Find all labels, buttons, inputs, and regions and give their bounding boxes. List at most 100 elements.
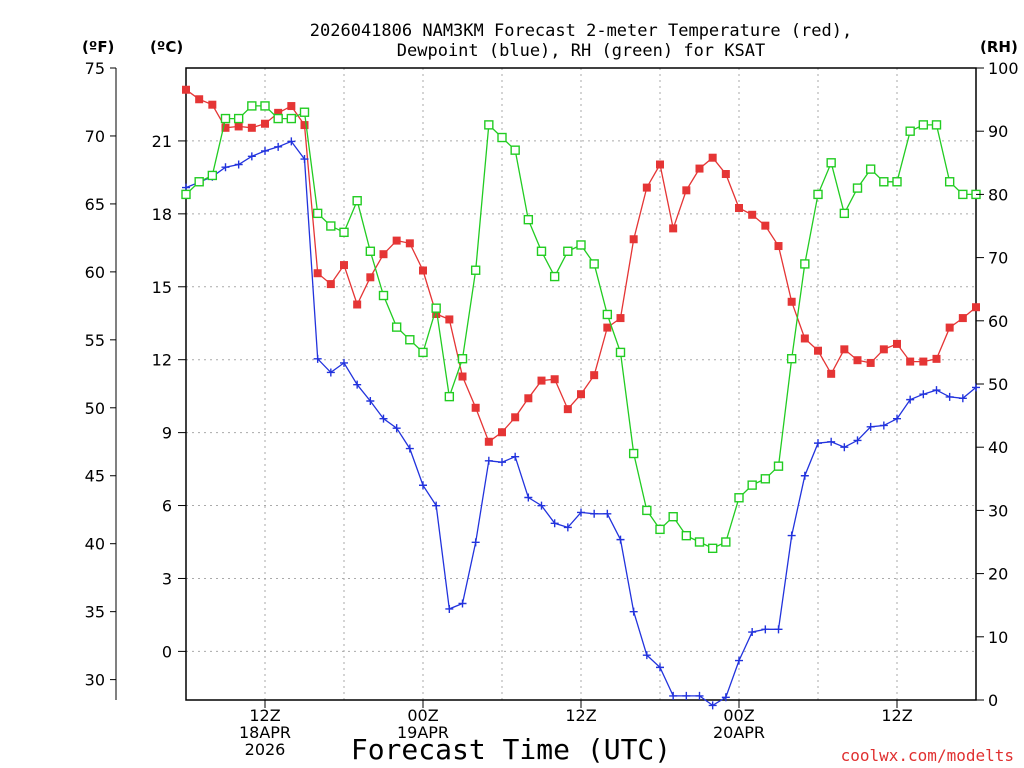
2-meter-temperature-point xyxy=(247,123,256,132)
rh-point xyxy=(431,303,441,313)
fahrenheit-tick-label: 50 xyxy=(85,399,105,418)
2-meter-temperature-point xyxy=(261,119,269,128)
rh-point xyxy=(352,196,362,206)
rh-point xyxy=(181,189,191,200)
fahrenheit-tick-label: 75 xyxy=(85,59,105,78)
dewpoint-point xyxy=(748,628,757,637)
rh-point xyxy=(721,537,731,547)
2-meter-temperature-point xyxy=(484,437,493,446)
2-meter-temperature-point xyxy=(498,428,506,437)
fahrenheit-tick-label: 30 xyxy=(85,671,105,690)
dewpoint-point xyxy=(234,160,243,169)
dewpoint-point xyxy=(945,392,954,401)
rh-tick-label: 90 xyxy=(988,122,1008,141)
rh-tick-label: 70 xyxy=(988,249,1008,268)
rh-point xyxy=(773,461,784,471)
rh-point xyxy=(852,183,863,193)
rh-point xyxy=(378,290,389,301)
rh-point xyxy=(312,208,323,219)
2-meter-temperature-point xyxy=(195,95,204,104)
dewpoint-point xyxy=(853,436,862,445)
rh-point xyxy=(576,240,586,250)
dewpoint-point xyxy=(537,501,546,510)
2-meter-temperature-point xyxy=(287,102,296,111)
rh-point xyxy=(813,189,823,200)
2-meter-temperature-point xyxy=(326,280,335,289)
2-meter-temperature-point xyxy=(550,375,559,384)
2-meter-temperature-point xyxy=(800,334,809,343)
2-meter-temperature-point xyxy=(379,250,388,259)
celsius-unit-label: (ºC) xyxy=(150,38,183,56)
dewpoint-point xyxy=(682,691,691,700)
rh-point xyxy=(273,113,283,124)
dewpoint-point xyxy=(866,422,875,431)
fahrenheit-tick-label: 65 xyxy=(85,195,105,214)
rh-point xyxy=(760,474,771,484)
2-meter-temperature-point xyxy=(445,315,454,324)
dewpoint-point xyxy=(484,456,493,465)
dewpoint-point xyxy=(932,386,941,395)
rh-point xyxy=(536,246,547,256)
x-tick-label: 12Z xyxy=(249,706,280,725)
2-meter-temperature-point xyxy=(748,210,757,219)
fahrenheit-unit-label: (ºF) xyxy=(82,38,114,56)
2-meter-temperature-line xyxy=(185,89,977,443)
2-meter-temperature-point xyxy=(827,369,836,378)
fahrenheit-tick-label: 60 xyxy=(85,263,105,282)
dewpoint-point xyxy=(274,142,283,151)
dewpoint-point xyxy=(261,146,269,155)
2-meter-temperature-point xyxy=(208,100,217,109)
2-meter-temperature-point xyxy=(366,273,375,282)
fahrenheit-tick-label: 40 xyxy=(85,535,105,554)
rh-point xyxy=(365,246,376,256)
rh-point xyxy=(523,214,534,225)
2-meter-temperature-point xyxy=(840,345,849,354)
rh-point xyxy=(879,177,889,187)
2-meter-temperature-point xyxy=(787,297,796,306)
rh-point xyxy=(194,177,204,187)
2-meter-temperature-point xyxy=(471,403,480,412)
rh-point xyxy=(589,259,599,269)
rh-point xyxy=(563,246,573,256)
2-meter-temperature-point xyxy=(537,376,546,385)
rh-point xyxy=(602,309,613,320)
rh-point xyxy=(918,120,929,130)
rh-point xyxy=(247,101,257,111)
dewpoint-point xyxy=(458,599,467,608)
2-meter-temperature-point xyxy=(656,160,664,169)
dewpoint-point xyxy=(656,663,664,672)
celsius-tick-label: 0 xyxy=(162,642,172,661)
rh-point xyxy=(707,543,718,554)
2-meter-temperature-point xyxy=(392,236,401,245)
dewpoint-point xyxy=(669,691,678,700)
rh-tick-label: 100 xyxy=(988,59,1019,78)
2-meter-temperature-point xyxy=(274,108,283,117)
2-meter-temperature-point xyxy=(669,224,678,233)
dewpoint-point xyxy=(445,604,454,613)
2-meter-temperature-point xyxy=(182,85,190,94)
rh-point xyxy=(615,347,626,358)
dewpoint-point xyxy=(840,443,849,452)
dewpoint-point xyxy=(419,481,427,490)
2-meter-temperature-point xyxy=(563,405,572,414)
x-tick-label: 00Z xyxy=(723,706,754,725)
x-tick-label: 18APR xyxy=(239,723,291,742)
2-meter-temperature-point xyxy=(735,203,743,212)
dewpoint-point xyxy=(221,163,230,172)
dewpoint-point xyxy=(577,508,585,517)
rh-point xyxy=(892,177,902,187)
dewpoint-point xyxy=(814,439,822,448)
2-meter-temperature-point xyxy=(945,323,954,332)
dewpoint-point xyxy=(511,452,520,461)
x-tick-label: 00Z xyxy=(407,706,438,725)
2-meter-temperature-point xyxy=(603,323,612,332)
dewpoint-point xyxy=(893,414,901,423)
dewpoint-point xyxy=(616,535,625,544)
celsius-tick-label: 12 xyxy=(152,351,172,370)
2-meter-temperature-point xyxy=(972,303,980,312)
rh-point xyxy=(747,480,757,490)
dewpoint-point xyxy=(800,471,809,480)
rh-point xyxy=(786,354,797,364)
dewpoint-point xyxy=(906,395,915,404)
axis-ticks: 7570656055504540353021181512963010090807… xyxy=(85,59,1019,759)
